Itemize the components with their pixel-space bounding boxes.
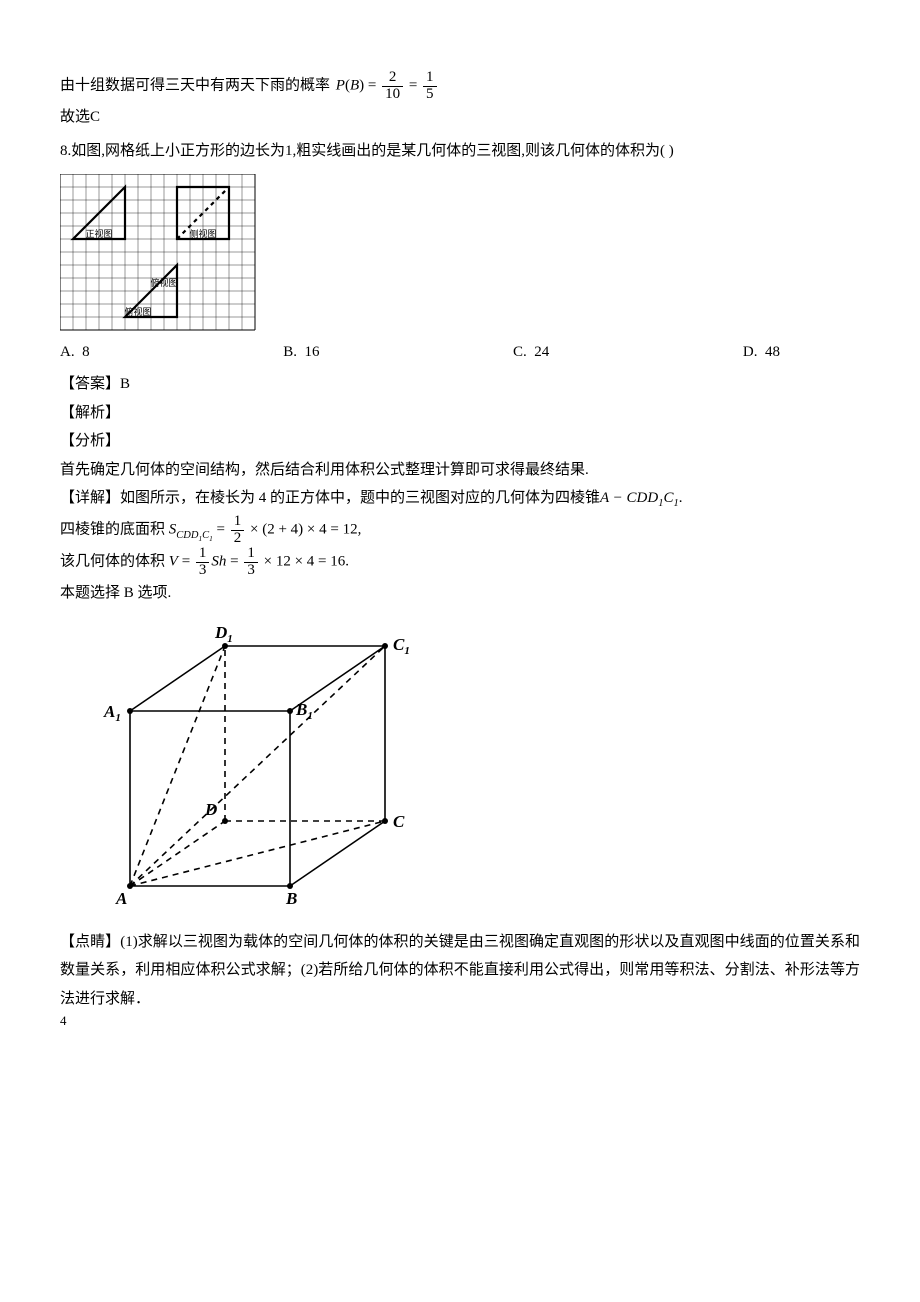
cube-figure-wrap: A B C D A1 B1 C1 D1 [90,611,860,922]
svg-text:B1: B1 [295,700,313,722]
vol-formula: V = 13Sh = 13 × 12 × 4 = 16 [169,546,346,579]
svg-text:D1: D1 [214,623,233,645]
option-a: A. 8 [60,338,90,367]
base-area-line: 四棱锥的底面积 SCDD1C1 = 12 × (2 + 4) × 4 = 12, [60,514,860,547]
answer-line: 【答案】B [60,370,860,399]
prev-line1: 由十组数据可得三天中有两天下雨的概率 P(B) = 210 = 15 [60,70,860,103]
svg-text:A: A [115,889,127,908]
fenxi: 【分析】 [60,427,860,456]
cube-figure: A B C D A1 B1 C1 D1 [90,611,420,911]
option-b: B. 16 [283,338,319,367]
answer-label: 【答案】 [60,376,120,392]
svg-text:侧视图: 侧视图 [189,228,216,239]
xiangjie-label: 【详解】 [60,490,120,506]
xiangjie-a: 如图所示，在棱长为 4 的正方体中，题中的三视图对应的几何体为四棱锥 [120,490,600,506]
vol-prefix: 该几何体的体积 [60,554,165,570]
option-d: D. 48 [743,338,780,367]
svg-text:A1: A1 [103,702,121,724]
period: . [679,490,683,506]
fenxi-body: 首先确定几何体的空间结构，然后结合利用体积公式整理计算即可求得最终结果. [60,456,860,485]
prev-formula: P(B) = 210 = 15 [336,70,439,103]
q8-options: A. 8 B. 16 C. 24 D. 48 [60,338,860,367]
svg-text:B: B [285,889,297,908]
page-number: 4 [60,1009,67,1034]
xiangjie-line: 【详解】如图所示，在棱长为 4 的正方体中，题中的三视图对应的几何体为四棱锥A … [60,484,860,514]
volume-line: 该几何体的体积 V = 13Sh = 13 × 12 × 4 = 16. [60,546,860,579]
dianjing-body: (1)求解以三视图为载体的空间几何体的体积的关键是由三视图确定直观图的形状以及直… [60,934,860,1007]
svg-text:C: C [393,812,405,831]
base-formula: SCDD1C1 = 12 × (2 + 4) × 4 = 12 [169,514,358,547]
jiexi: 【解析】 [60,399,860,428]
period2: . [345,554,349,570]
option-c: C. 24 [513,338,549,367]
comma1: , [358,522,362,538]
svg-text:C1: C1 [393,635,410,657]
svg-text:俯视图: 俯视图 [150,276,177,287]
three-view-grid: 正视图侧视图俯视图俯视图 [60,174,257,332]
svg-text:正视图: 正视图 [85,228,112,239]
svg-text:俯视图: 俯视图 [124,306,151,317]
xiangjie-tail: A − CDD1C1 [600,490,679,506]
conclusion: 本题选择 B 选项. [60,579,860,608]
svg-text:D: D [204,800,217,819]
dianjing: 【点睛】(1)求解以三视图为载体的空间几何体的体积的关键是由三视图确定直观图的形… [60,928,860,1014]
q8-stem: 8.如图,网格纸上小正方形的边长为1,粗实线画出的是某几何体的三视图,则该几何体… [60,137,860,166]
prev-line2: 故选C [60,103,860,132]
answer-val: B [120,376,130,392]
prev-line1-text: 由十组数据可得三天中有两天下雨的概率 [60,78,330,94]
dianjing-label: 【点睛】 [60,934,120,950]
base-prefix: 四棱锥的底面积 [60,522,165,538]
